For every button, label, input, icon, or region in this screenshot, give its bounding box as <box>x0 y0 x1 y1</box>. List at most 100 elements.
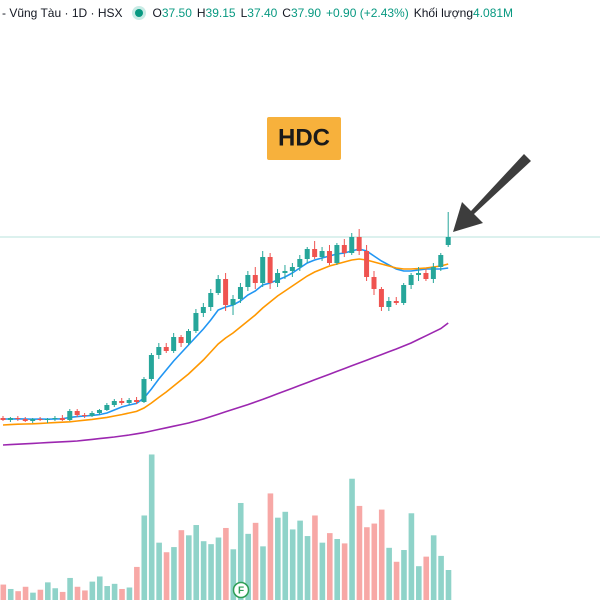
volume-bar <box>200 541 207 600</box>
volume-bar <box>267 493 274 600</box>
volume-bar <box>96 576 103 600</box>
candle-body <box>230 299 236 305</box>
annotation-text: HDC <box>278 124 330 151</box>
candle-body <box>341 245 347 253</box>
candle-body <box>438 255 444 267</box>
candle-body <box>386 301 392 307</box>
event-marker[interactable] <box>232 581 250 599</box>
volume-bar <box>430 535 437 600</box>
volume-bar <box>423 556 430 600</box>
candle-body <box>52 418 58 419</box>
candle-body <box>163 347 169 351</box>
candle-body <box>260 257 266 283</box>
volume-bar <box>416 566 422 600</box>
candle-body <box>45 419 51 420</box>
volume-bar <box>148 454 155 600</box>
volume-bar <box>282 511 289 600</box>
quote-label: H <box>196 6 206 20</box>
volume-bar <box>304 536 311 600</box>
quote-label: L <box>240 6 248 20</box>
candle-body <box>119 401 125 403</box>
candle-body <box>82 415 88 416</box>
candle-body <box>356 237 362 251</box>
candle-body <box>371 277 377 289</box>
volume-bar <box>438 555 444 600</box>
volume-bar <box>89 581 96 600</box>
symbol-title: - Vũng Tàu · 1D · HSX <box>2 6 123 20</box>
volume-bar <box>245 533 251 600</box>
candle-body <box>7 418 13 420</box>
volume-bar <box>326 533 333 600</box>
volume-bar <box>45 582 51 600</box>
event-marker-label: F <box>238 586 244 597</box>
candle-body <box>393 301 399 303</box>
volume-bar <box>141 515 148 600</box>
volume-bar <box>223 527 229 600</box>
volume-bar <box>378 509 385 600</box>
legend-header: - Vũng Tàu · 1D · HSX O37.50 H39.15 L37.40… <box>2 6 513 20</box>
candle-body <box>304 249 310 259</box>
volume-bar <box>334 538 340 600</box>
volume-bar <box>30 592 36 600</box>
candle-body <box>200 307 206 313</box>
volume-bar <box>134 566 140 600</box>
volume-bar <box>119 588 125 600</box>
volume-bar <box>237 502 244 600</box>
volume-bar <box>7 588 14 600</box>
volume-bar <box>52 588 59 600</box>
candle-body <box>74 411 80 415</box>
candle-body <box>423 273 429 279</box>
volume-bar <box>386 547 392 600</box>
candle-body <box>89 413 95 416</box>
volume-bar <box>289 529 296 600</box>
volume-bar <box>297 520 303 600</box>
volume-bar <box>0 584 7 600</box>
volume-bar <box>104 586 110 600</box>
volume-bar <box>393 561 400 600</box>
quote-label: C <box>282 6 291 20</box>
volume-bar <box>178 530 185 600</box>
candle-body <box>237 287 243 299</box>
volume-bar <box>252 522 259 600</box>
candle-body <box>416 273 422 275</box>
volume-bar <box>341 543 348 600</box>
candle-body <box>267 257 273 283</box>
candle-body <box>0 418 6 420</box>
quote-value: 39.15 <box>205 6 236 20</box>
volume-bar <box>408 513 415 600</box>
candle-body <box>289 267 295 271</box>
annotation-box <box>267 117 341 160</box>
volume-bar <box>275 517 281 600</box>
candle-body <box>15 418 21 419</box>
candle-body <box>148 355 154 379</box>
candle-body <box>178 337 184 343</box>
volume-bar <box>82 590 88 600</box>
volume-bar <box>356 505 363 600</box>
candle-body <box>275 273 281 283</box>
volume-bar <box>15 591 21 600</box>
quote-value: 37.90 <box>290 6 321 20</box>
volume-bar <box>230 549 237 600</box>
volume-bar <box>371 523 378 600</box>
candle-body <box>297 259 303 267</box>
candle-body <box>208 293 214 307</box>
candle-body <box>30 419 36 421</box>
volume-bar <box>111 583 118 600</box>
quotes: O37.50 H39.15 L37.40 C37.90 <box>153 6 322 20</box>
candle-body <box>282 271 288 273</box>
volume-bar <box>59 591 66 600</box>
volume-bar <box>163 552 170 600</box>
volume-bar <box>156 542 162 600</box>
arrow <box>453 154 531 232</box>
candle-body <box>326 251 332 263</box>
candle-body <box>104 405 110 410</box>
volume-bar <box>319 542 326 600</box>
candle-body <box>141 379 147 402</box>
candle-body <box>245 275 251 287</box>
candle-body <box>67 411 73 420</box>
volume-bar <box>260 546 266 600</box>
candle-body <box>37 419 43 420</box>
volume-bar <box>193 525 200 600</box>
